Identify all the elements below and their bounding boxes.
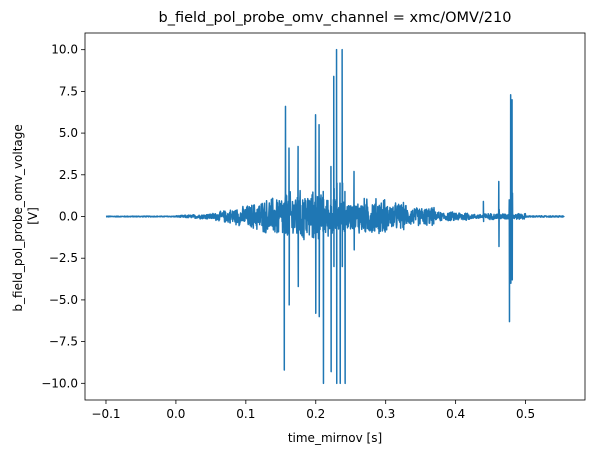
- x-tick-label: −0.1: [91, 407, 120, 421]
- y-tick-label: −5.0: [49, 293, 78, 307]
- y-tick-label: 5.0: [59, 126, 78, 140]
- y-tick-label: 7.5: [59, 84, 78, 98]
- y-axis-label-line-2: [V]: [26, 207, 40, 225]
- series-line: [105, 48, 565, 385]
- y-tick-label: −7.5: [49, 335, 78, 349]
- x-tick-label: 0.5: [516, 407, 535, 421]
- data-line-group: [105, 48, 565, 385]
- x-tick-label: 0.3: [376, 407, 395, 421]
- y-axis-label: b_field_pol_probe_omv_voltage [V]: [11, 120, 40, 311]
- x-ticks: −0.1 0.0 0.1 0.2 0.3 0.4 0.5: [91, 400, 535, 421]
- chart-title: b_field_pol_probe_omv_channel = xmc/OMV/…: [159, 10, 512, 26]
- y-tick-label: −10.0: [41, 376, 78, 390]
- x-tick-label: 0.1: [236, 407, 255, 421]
- x-axis-label: time_mirnov [s]: [288, 431, 382, 445]
- y-tick-label: 10.0: [51, 43, 78, 57]
- y-tick-label: −2.5: [49, 251, 78, 265]
- y-tick-label: 0.0: [59, 210, 78, 224]
- y-tick-label: 2.5: [59, 168, 78, 182]
- x-tick-label: 0.2: [306, 407, 325, 421]
- y-ticks: −10.0 −7.5 −5.0 −2.5 0.0 2.5 5.0 7.5 10.0: [41, 43, 85, 390]
- x-tick-label: 0.4: [446, 407, 465, 421]
- y-axis-label-line-1: b_field_pol_probe_omv_voltage: [11, 124, 25, 311]
- x-tick-label: 0.0: [166, 407, 185, 421]
